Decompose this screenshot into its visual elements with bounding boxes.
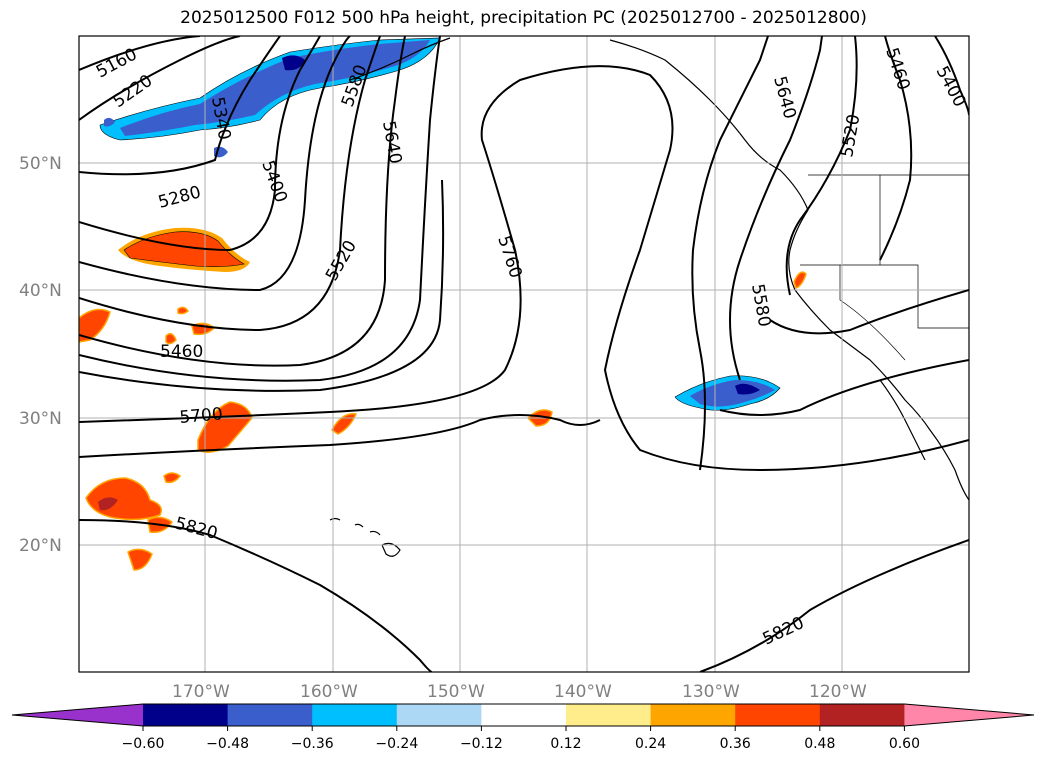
lon-label: 120°W (809, 682, 867, 702)
map-panel (79, 36, 969, 672)
precip-area (177, 306, 190, 315)
height-contour (879, 36, 913, 261)
colorbar-tick-label: −0.24 (375, 736, 418, 752)
height-contour (79, 36, 201, 71)
colorbar-tick-label: −0.36 (291, 736, 334, 752)
lon-label: 160°W (300, 682, 358, 702)
colorbar-tick-label: −0.48 (206, 736, 249, 752)
lon-label: 140°W (554, 682, 612, 702)
precip-area (331, 413, 358, 435)
colorbar-segment (396, 704, 482, 726)
height-contour (79, 36, 381, 332)
height-contour (79, 36, 281, 176)
colorbar-segment (227, 704, 313, 726)
height-contour (729, 36, 823, 381)
colorbar-tick-label: 0.12 (550, 736, 581, 752)
precip-area (735, 383, 760, 395)
precip-area (127, 548, 153, 571)
height-contour (719, 359, 969, 416)
height-contours (79, 36, 969, 672)
precip-area (104, 117, 115, 127)
baja-coastline (879, 379, 926, 461)
map-title: 2025012500 F012 500 hPa height, precipit… (180, 8, 867, 28)
contour-label: 5460 (160, 342, 203, 362)
lon-label: 130°W (682, 682, 740, 702)
lat-label: 40°N (19, 281, 62, 301)
height-contour (79, 36, 351, 292)
colorbar-segment (481, 704, 567, 726)
precip-area (282, 55, 305, 71)
longitude-labels: 170°W 160°W 150°W 140°W 130°W 120°W (172, 682, 867, 702)
colorbar-segment (143, 704, 229, 726)
colorbar-tick-label: −0.12 (460, 736, 503, 752)
precip-negative-areas (99, 37, 781, 411)
colorbar-extend-min (12, 704, 143, 726)
height-contour (79, 36, 441, 382)
colorbar-tick-label: 0.24 (635, 736, 666, 752)
colorbar-segment (819, 704, 905, 726)
height-contour (79, 65, 969, 472)
contour-label: 5700 (179, 404, 224, 428)
lat-label: 20°N (19, 536, 62, 556)
height-contour (769, 289, 969, 335)
lon-label: 150°W (427, 682, 485, 702)
state-borders (800, 174, 969, 361)
colorbar-segment (735, 704, 821, 726)
lon-label: 170°W (172, 682, 230, 702)
height-contour (79, 414, 601, 458)
height-contour (79, 36, 321, 252)
hawaii-islands (329, 517, 401, 557)
colorbar-tick-label: −0.60 (122, 736, 165, 752)
precip-area (120, 40, 430, 136)
height-contour (691, 36, 769, 471)
height-contour (79, 36, 406, 367)
colorbar: −0.60 −0.48 −0.36 −0.24 −0.12 0.12 0.24 0.36 0.4… (11, 703, 1035, 752)
height-contour (699, 539, 969, 672)
colorbar-segment (312, 704, 398, 726)
colorbar-tick-label: 0.60 (889, 736, 920, 752)
height-contour (785, 36, 858, 296)
height-contour (79, 519, 433, 672)
colorbar-segment (650, 704, 736, 726)
colorbar-segment (566, 704, 652, 726)
height-contour (79, 179, 445, 392)
colorbar-tick-label: 0.48 (804, 736, 835, 752)
latitude-labels: 50°N 40°N 30°N 20°N (19, 154, 62, 556)
precip-area (98, 497, 118, 511)
colorbar-tick-label: 0.36 (720, 736, 751, 752)
precip-area (793, 271, 807, 289)
gridlines (79, 36, 969, 672)
north-america-coastline (609, 39, 969, 501)
colorbar-extend-max (904, 704, 1034, 726)
map-frame (78, 35, 970, 673)
precip-area (165, 333, 177, 345)
precip-area (163, 472, 182, 484)
lat-label: 30°N (19, 409, 62, 429)
lat-label: 50°N (19, 154, 62, 174)
height-contour (79, 36, 241, 121)
height-contour (934, 36, 969, 116)
